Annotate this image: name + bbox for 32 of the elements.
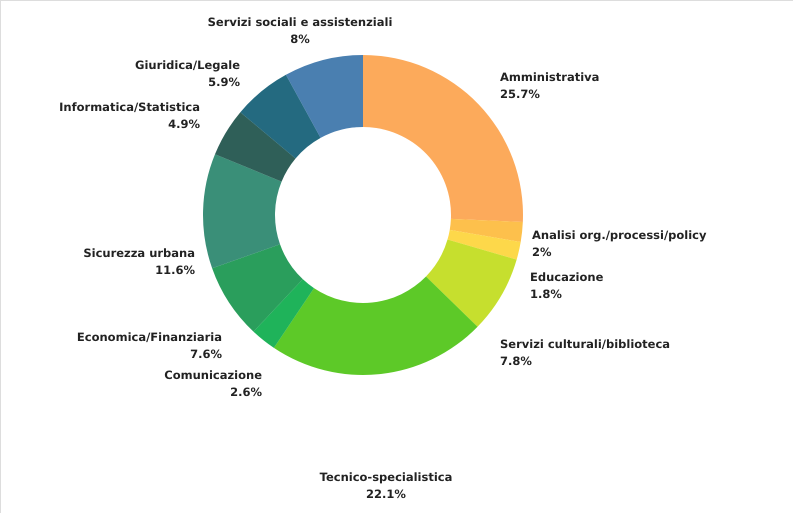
data-label: 25.7% — [500, 87, 540, 101]
data-label: 7.6% — [190, 347, 222, 361]
donut-slice — [214, 112, 296, 182]
donut-slice — [253, 279, 314, 348]
slice-label: Economica/Finanziaria — [76, 330, 222, 344]
donut-slice — [450, 218, 523, 242]
slice-label: Analisi org./processi/policy — [532, 228, 707, 242]
donut-slice — [240, 74, 321, 158]
data-label: 22.1% — [366, 487, 406, 501]
donut-slice — [274, 276, 478, 375]
donut-slice — [426, 240, 517, 327]
slice-label: Amministrativa — [500, 70, 600, 84]
slice-label: Educazione — [530, 270, 604, 284]
slice-label: Sicurezza urbana — [83, 246, 195, 260]
slice-label: Servizi sociali e assistenziali — [208, 15, 392, 29]
donut-slice — [286, 55, 363, 138]
data-label: 2.6% — [230, 385, 262, 399]
slice-label: Giuridica/Legale — [135, 58, 240, 72]
slice-label: Tecnico-specialistica — [320, 470, 452, 484]
data-label: 11.6% — [155, 263, 196, 277]
donut-slice — [212, 244, 303, 332]
data-label: 7.8% — [500, 354, 532, 368]
data-label: 1.8% — [530, 287, 562, 301]
data-label: 2% — [532, 245, 552, 259]
data-label: 4.9% — [168, 117, 200, 131]
slice-label: Servizi culturali/biblioteca — [500, 337, 670, 351]
donut-slice — [448, 230, 521, 260]
slice-label: Informatica/Statistica — [59, 100, 200, 114]
donut-slice — [203, 154, 282, 268]
data-label: 5.9% — [208, 75, 240, 89]
slice-label: Comunicazione — [164, 368, 262, 382]
data-label: 8% — [290, 32, 310, 46]
